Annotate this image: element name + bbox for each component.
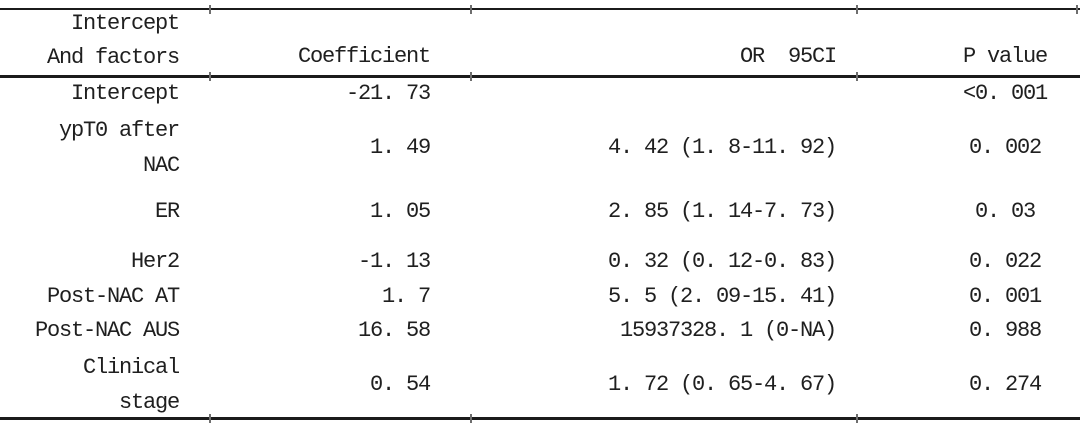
- column-header-factors-line1: Intercept: [70, 11, 180, 36]
- table-bottom-rule: [0, 414, 1080, 423]
- column-divider-tick: [856, 5, 858, 14]
- column-header-factors: Intercept And factors: [0, 10, 209, 75]
- factor-cell: Her2: [130, 249, 180, 274]
- factor-cell-line1: ypT0 after: [58, 118, 180, 143]
- factor-cell-line2: NAC: [142, 153, 180, 178]
- coefficient-cell: 1. 49: [369, 135, 431, 160]
- column-divider-tick: [470, 72, 472, 81]
- or-95ci-cell: 1. 72 (0. 65-4. 67): [607, 371, 837, 397]
- p-value-cell: 0. 988: [968, 318, 1042, 343]
- table-top-rule: [0, 5, 1080, 14]
- column-divider-tick: [856, 414, 858, 423]
- column-divider-tick: [209, 414, 211, 423]
- coefficient-cell: -21. 73: [345, 80, 431, 106]
- or-95ci-cell: [470, 75, 856, 112]
- column-header-coefficient: Coefficient: [297, 44, 431, 69]
- factor-cell: Intercept: [70, 80, 180, 106]
- factor-cell: Post-NAC AUS: [34, 318, 180, 343]
- p-value-cell: 0. 001: [968, 284, 1042, 309]
- column-header-or-95ci: OR 95CI: [739, 44, 837, 69]
- coefficient-cell: 0. 54: [369, 371, 431, 397]
- table-header-rule: [0, 72, 1080, 81]
- p-value-cell: 0. 03: [974, 199, 1036, 224]
- p-value-cell: 0. 002: [968, 135, 1042, 160]
- column-divider-tick: [209, 72, 211, 81]
- p-value-cell: 0. 022: [968, 249, 1042, 274]
- coefficient-cell: 1. 7: [381, 284, 431, 309]
- factor-cell-line1: Clinical: [82, 354, 180, 380]
- column-divider-tick: [470, 5, 472, 14]
- or-95ci-cell: 0. 32 (0. 12-0. 83): [607, 249, 837, 274]
- factor-cell: Clinical stage: [0, 352, 209, 417]
- column-divider-tick: [209, 5, 211, 14]
- or-95ci-cell: 2. 85 (1. 14-7. 73): [607, 199, 837, 224]
- column-divider-tick: [856, 72, 858, 81]
- or-95ci-cell: 15937328. 1 (0-NA): [619, 318, 837, 343]
- coefficient-cell: 1. 05: [369, 199, 431, 224]
- or-95ci-cell: 5. 5 (2. 09-15. 41): [607, 284, 837, 309]
- coefficient-cell: 16. 58: [357, 318, 431, 343]
- regression-table: Intercept And factors Coefficient OR 95C…: [0, 10, 1080, 417]
- column-header-factors-line2: And factors: [46, 45, 180, 70]
- factor-cell: Post-NAC AT: [46, 284, 180, 309]
- factor-cell-line2: stage: [118, 389, 180, 415]
- column-header-p-value: P value: [962, 44, 1048, 69]
- p-value-cell: <0. 001: [962, 80, 1048, 106]
- column-divider-tick: [470, 414, 472, 423]
- column-divider-tick: [1076, 5, 1078, 14]
- or-95ci-cell: 4. 42 (1. 8-11. 92): [607, 135, 837, 160]
- coefficient-cell: -1. 13: [357, 249, 431, 274]
- factor-cell: ypT0 after NAC: [0, 112, 209, 184]
- p-value-cell: 0. 274: [968, 371, 1042, 397]
- factor-cell: ER: [154, 199, 180, 224]
